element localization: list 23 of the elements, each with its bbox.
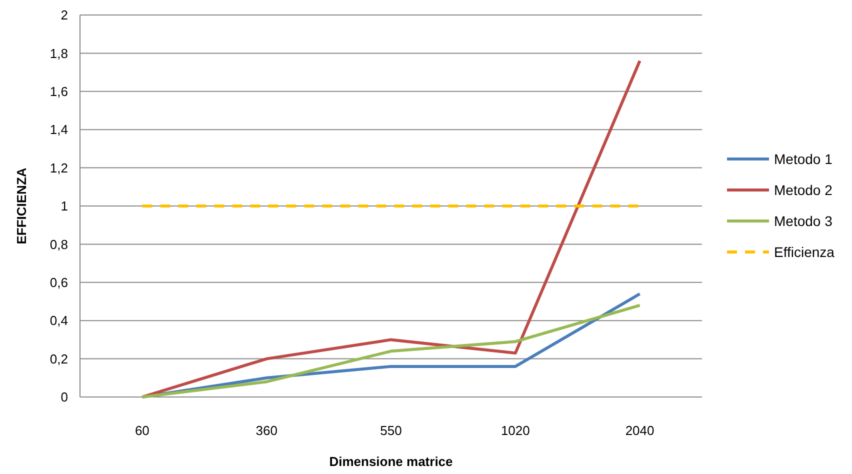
legend-label: Metodo 1 [774,150,833,167]
legend-label: Metodo 3 [774,212,833,229]
y-axis-title: EFFICIENZA [14,167,29,244]
y-tick-label: 1,6 [50,84,68,99]
y-tick-label: 1,8 [50,46,68,61]
y-tick-label: 0,8 [50,236,68,252]
legend-label: Efficienza [774,244,835,260]
y-tick-label: 1,4 [50,122,68,138]
x-axis-title: Dimensione matrice [329,454,453,469]
line-series [140,59,642,398]
legend-label: Metodo 2 [774,182,833,198]
y-tick-label: 1,2 [50,160,68,176]
x-tick-label: 1020 [500,423,530,438]
x-tick-label: 360 [256,423,278,438]
y-tick-label: 0,4 [50,313,68,328]
x-tick-label: 60 [134,423,150,438]
y-tick-label: 0,6 [50,274,68,290]
x-tick-label: 2040 [625,423,654,438]
y-tick-label: 0,2 [50,351,68,366]
x-tick-label: 550 [380,423,402,438]
y-tick-label: 1 [60,198,68,214]
y-tick-label: 0 [60,390,68,405]
y-tick-label: 2 [60,8,68,23]
